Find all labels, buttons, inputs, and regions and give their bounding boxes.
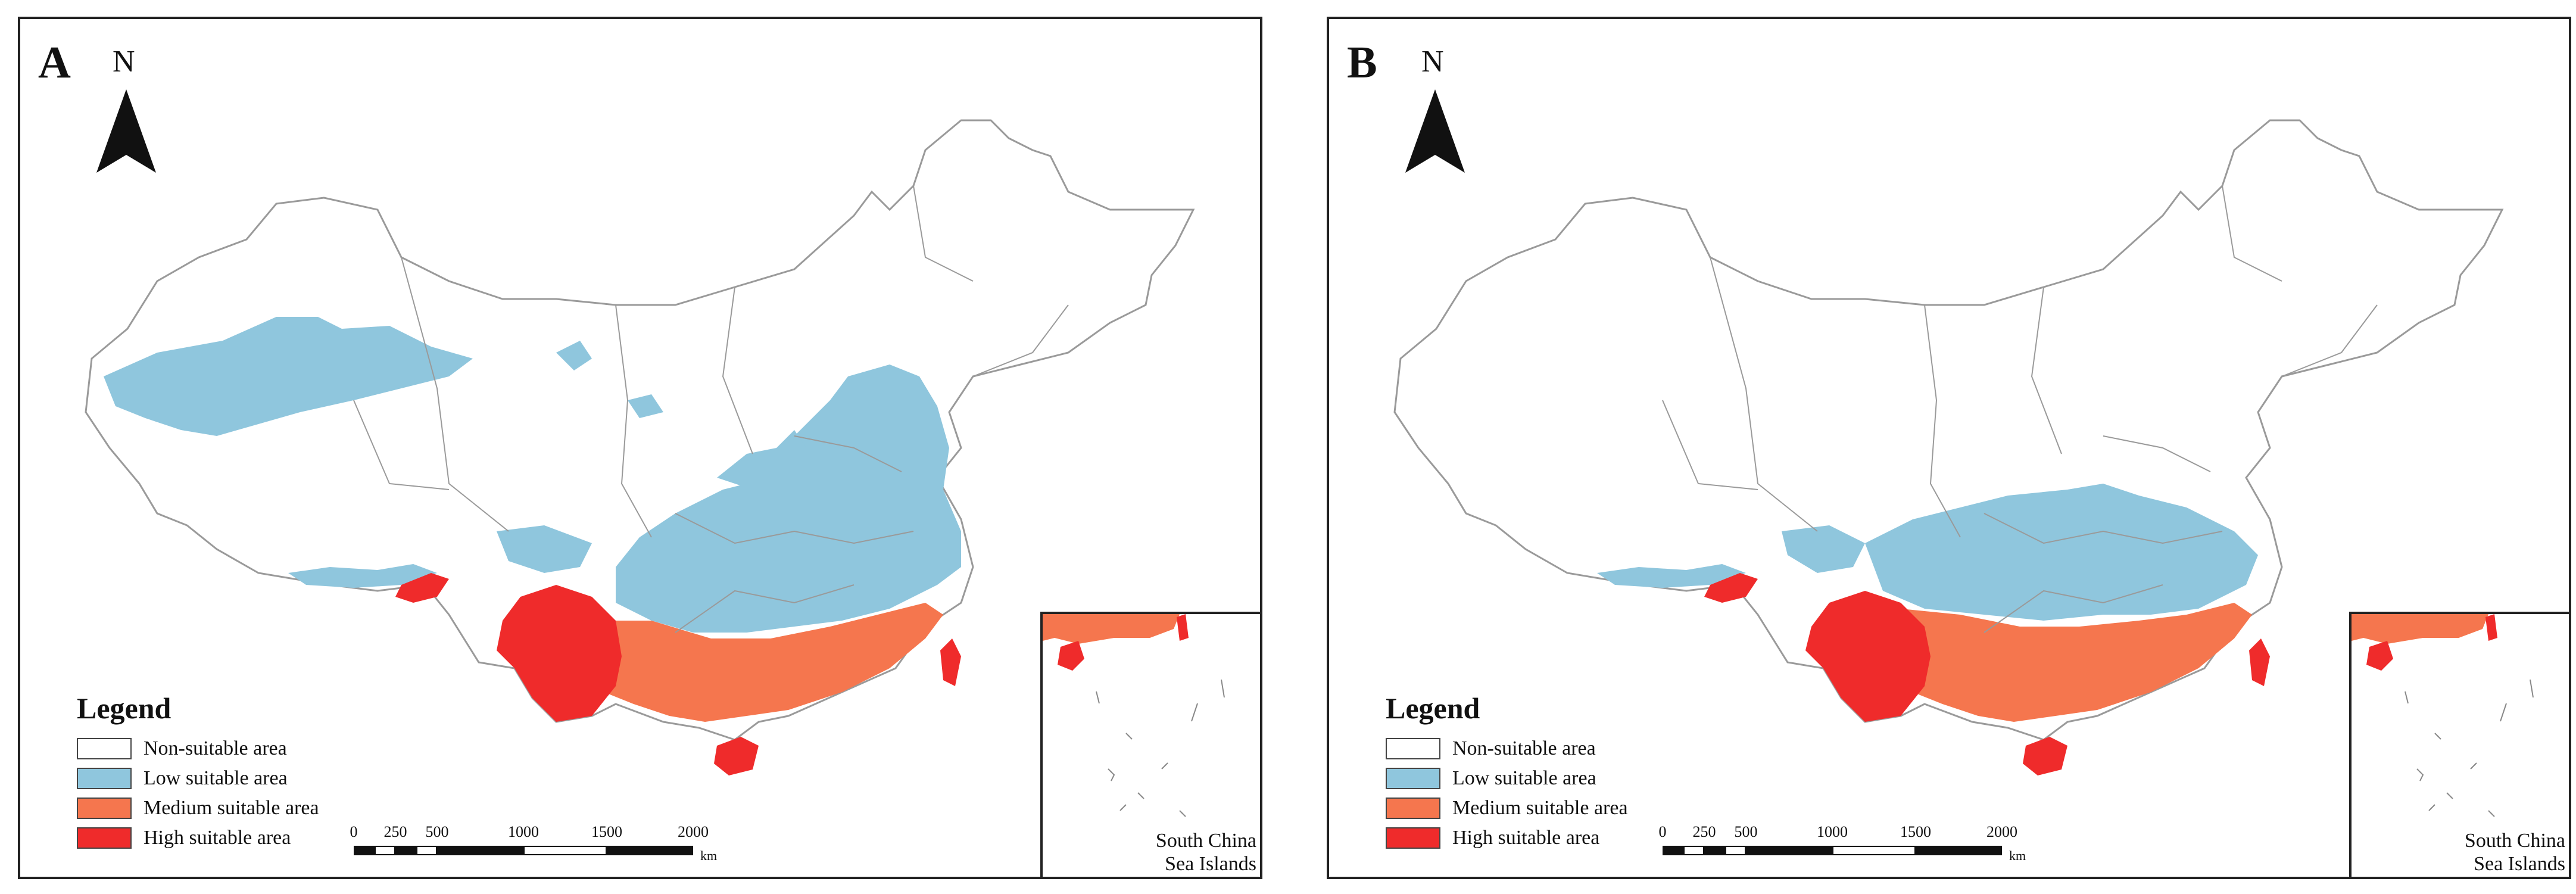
legend-label: High suitable area	[144, 827, 291, 849]
legend-title: Legend	[1386, 691, 1480, 725]
scale-tick: 1500	[1900, 823, 1931, 840]
legend-item-low-suitable: Low suitable area	[1386, 764, 1628, 793]
high-suitable-island-taiwan	[940, 638, 961, 686]
legend-label: Medium suitable area	[1452, 797, 1628, 819]
scale-tick: 0	[350, 823, 358, 840]
legend-item-low-suitable: Low suitable area	[77, 764, 319, 793]
inset-label-line1: South China	[2464, 829, 2565, 852]
scale-tick: 1500	[591, 823, 622, 840]
legend-swatch	[1386, 827, 1440, 849]
scale-tick: 500	[1734, 823, 1758, 840]
legend: Legend Non-suitable area Low suitable ar…	[77, 691, 319, 853]
legend-item-non-suitable: Non-suitable area	[77, 734, 319, 764]
scale-tick: 250	[1692, 823, 1716, 840]
legend-label: Low suitable area	[1452, 767, 1596, 789]
scale-tick: 2000	[678, 823, 709, 840]
high-suitable-island-taiwan	[2249, 638, 2270, 686]
legend-swatch	[1386, 768, 1440, 789]
legend-label: Non-suitable area	[1452, 737, 1596, 759]
high-suitable-region-himalaya	[395, 573, 449, 603]
scale-unit: km	[700, 848, 718, 863]
legend-item-high-suitable: High suitable area	[1386, 823, 1628, 853]
low-suitable-region-tarim	[104, 317, 473, 436]
inset-label: South China Sea Islands	[2465, 829, 2565, 876]
legend-item-medium-suitable: Medium suitable area	[1386, 793, 1628, 823]
high-suitable-island-hainan	[2023, 737, 2067, 775]
panel-letter: B	[1347, 38, 1377, 88]
low-suitable-region-tibet-edge	[1597, 525, 1865, 588]
legend-item-high-suitable: High suitable area	[77, 823, 319, 853]
legend-label: High suitable area	[1452, 827, 1600, 849]
map-panel-b: B N Legend Non-suitable area Low suitabl…	[1327, 17, 2571, 879]
scale-unit: km	[2009, 848, 2026, 863]
low-suitable-region-tibet-edge	[288, 525, 592, 588]
inset-map	[2352, 614, 2534, 817]
legend-swatch	[1386, 738, 1440, 759]
inset-label-line2: Sea Islands	[2474, 852, 2565, 875]
scale-tick: 250	[383, 823, 407, 840]
map-panel-a: A N Legend Non-suitable area Low suitabl…	[18, 17, 1262, 879]
inset-map	[1043, 614, 1225, 817]
north-arrow-icon	[96, 89, 156, 173]
scale-bar-segments	[1663, 846, 2002, 855]
north-label: N	[1421, 45, 1444, 79]
medium-suitable-region-south	[592, 603, 943, 722]
legend-swatch	[77, 798, 132, 819]
high-suitable-island-hainan	[714, 737, 759, 775]
scale-bar-segments	[354, 846, 693, 855]
scale-tick: 2000	[1986, 823, 2017, 840]
legend-swatch	[77, 768, 132, 789]
high-suitable-region-yunnan	[497, 585, 622, 722]
scale-tick: 1000	[508, 823, 539, 840]
province-boundaries	[1662, 185, 2378, 633]
scale-tick: 1000	[1817, 823, 1848, 840]
low-suitable-region-north-patches	[556, 341, 806, 490]
low-suitable-region-east	[616, 365, 961, 633]
legend: Legend Non-suitable area Low suitable ar…	[1386, 691, 1628, 853]
scale-tick: 500	[425, 823, 449, 840]
legend-label: Non-suitable area	[144, 737, 287, 759]
medium-suitable-region-south	[1901, 603, 2252, 722]
legend-item-non-suitable: Non-suitable area	[1386, 734, 1628, 764]
scale-bar: 0 250 500 1000 1500 2000 km	[350, 823, 718, 865]
inset-label-line1: South China	[1155, 829, 1256, 852]
province-boundaries	[353, 185, 1069, 633]
china-suitability-map-b	[1393, 119, 2504, 775]
legend-label: Medium suitable area	[144, 797, 319, 819]
south-china-sea-inset: South China Sea Islands	[1040, 612, 1260, 877]
high-suitable-region-himalaya	[1704, 573, 1758, 603]
north-arrow-icon	[1405, 89, 1465, 173]
legend-swatch	[1386, 798, 1440, 819]
legend-item-medium-suitable: Medium suitable area	[77, 793, 319, 823]
south-china-sea-inset: South China Sea Islands	[2349, 612, 2569, 877]
panel-letter: A	[38, 38, 71, 88]
inset-label: South China Sea Islands	[1156, 829, 1256, 876]
legend-swatch	[77, 827, 132, 849]
north-label: N	[113, 45, 135, 79]
legend-title: Legend	[77, 691, 171, 725]
scale-bar: 0 250 500 1000 1500 2000 km	[1659, 823, 2026, 865]
china-suitability-map-a	[85, 119, 1195, 775]
high-suitable-region-yunnan	[1805, 591, 1931, 722]
scale-tick: 0	[1658, 823, 1667, 840]
legend-swatch	[77, 738, 132, 759]
legend-label: Low suitable area	[144, 767, 288, 789]
inset-label-line2: Sea Islands	[1165, 852, 1256, 875]
